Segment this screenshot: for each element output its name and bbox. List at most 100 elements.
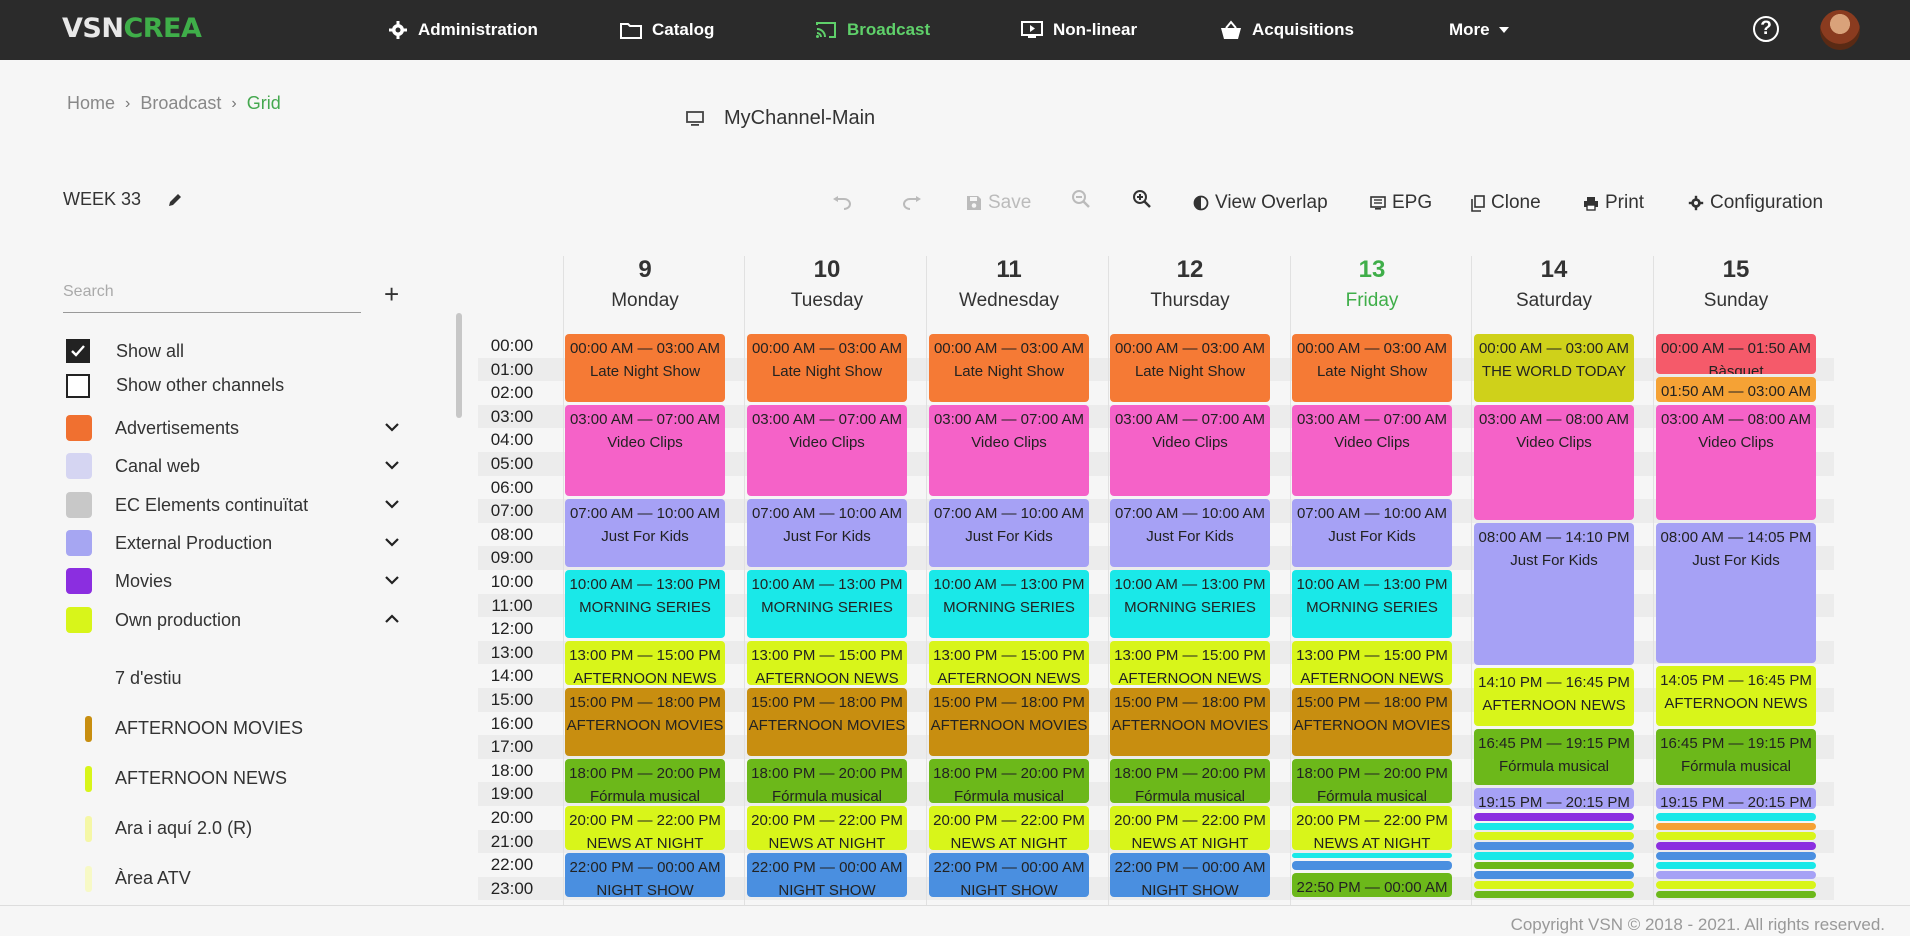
epg-button[interactable]: EPG xyxy=(1370,191,1432,215)
schedule-event[interactable]: 20:00 PM — 22:00 PM NEWS AT NIGHT xyxy=(1292,806,1452,851)
schedule-event[interactable]: 03:00 AM — 07:00 AM Video Clips xyxy=(1292,404,1452,497)
schedule-event[interactable]: 22:50 PM — 00:00 AM xyxy=(1292,872,1452,898)
program-item[interactable]: Ara i aquí 2.0 (R) xyxy=(115,818,253,838)
schedule-event[interactable]: 22:00 PM — 00:00 AM NIGHT SHOW xyxy=(929,853,1089,898)
schedule-event[interactable] xyxy=(1656,822,1816,831)
schedule-event[interactable] xyxy=(1474,851,1634,860)
schedule-event[interactable] xyxy=(1474,890,1634,899)
chevron-down-icon[interactable] xyxy=(384,458,400,476)
schedule-event[interactable]: 16:45 PM — 19:15 PM Fórmula musical xyxy=(1474,729,1634,786)
schedule-event[interactable]: 15:00 PM — 18:00 PM AFTERNOON MOVIES xyxy=(747,688,907,756)
schedule-event[interactable] xyxy=(1656,842,1816,850)
schedule-event[interactable]: 03:00 AM — 08:00 AM Video Clips xyxy=(1474,404,1634,520)
show-other-channels-checkbox[interactable] xyxy=(66,374,90,398)
schedule-event[interactable]: 20:00 PM — 22:00 PM NEWS AT NIGHT xyxy=(747,806,907,851)
schedule-event[interactable] xyxy=(1474,842,1634,850)
schedule-event[interactable]: 10:00 AM — 13:00 PM MORNING SERIES xyxy=(1292,570,1452,638)
schedule-event[interactable]: 00:00 AM — 03:00 AM THE WORLD TODAY xyxy=(1474,334,1634,402)
schedule-event[interactable] xyxy=(1474,832,1634,841)
schedule-event[interactable]: 00:00 AM — 03:00 AM Late Night Show xyxy=(1292,334,1452,402)
schedule-event[interactable] xyxy=(1474,822,1634,831)
nav-broadcast[interactable]: Broadcast xyxy=(815,0,930,60)
schedule-event[interactable]: 18:00 PM — 20:00 PM Fórmula musical xyxy=(929,758,1089,803)
schedule-event[interactable]: 18:00 PM — 20:00 PM Fórmula musical xyxy=(1292,758,1452,803)
nav-catalog[interactable]: Catalog xyxy=(620,0,714,60)
search-input[interactable]: Search xyxy=(63,280,361,313)
schedule-event[interactable]: 15:00 PM — 18:00 PM AFTERNOON MOVIES xyxy=(565,688,725,756)
nav-non-linear[interactable]: Non-linear xyxy=(1021,0,1137,60)
schedule-event[interactable]: 01:50 AM — 03:00 AM xyxy=(1656,377,1816,402)
schedule-event[interactable]: 18:00 PM — 20:00 PM Fórmula musical xyxy=(565,758,725,803)
view-overlap-button[interactable]: View Overlap xyxy=(1193,191,1328,215)
redo-button[interactable] xyxy=(902,191,928,215)
breadcrumb-broadcast[interactable]: Broadcast xyxy=(140,93,222,113)
schedule-event[interactable] xyxy=(1656,813,1816,821)
program-item[interactable]: AFTERNOON NEWS xyxy=(115,768,288,788)
nav-more[interactable]: More xyxy=(1449,0,1510,60)
schedule-event[interactable]: 07:00 AM — 10:00 AM Just For Kids xyxy=(1110,499,1270,567)
schedule-event[interactable]: 15:00 PM — 18:00 PM AFTERNOON MOVIES xyxy=(1110,688,1270,756)
category-label[interactable]: Own production xyxy=(115,610,242,630)
schedule-event[interactable] xyxy=(1656,890,1816,899)
pencil-icon[interactable] xyxy=(167,192,183,208)
schedule-event[interactable] xyxy=(1656,880,1816,889)
schedule-event[interactable]: 13:00 PM — 15:00 PM AFTERNOON NEWS xyxy=(747,640,907,685)
avatar[interactable] xyxy=(1820,10,1860,50)
schedule-event[interactable]: 03:00 AM — 07:00 AM Video Clips xyxy=(565,404,725,497)
schedule-event[interactable]: 00:00 AM — 01:50 AM Bàsquet xyxy=(1656,334,1816,375)
schedule-event[interactable]: 19:15 PM — 20:15 PM xyxy=(1474,788,1634,809)
schedule-event[interactable]: 10:00 AM — 13:00 PM MORNING SERIES xyxy=(929,570,1089,638)
show-all-checkbox[interactable] xyxy=(66,339,90,363)
schedule-event[interactable]: 03:00 AM — 07:00 AM Video Clips xyxy=(747,404,907,497)
chevron-down-icon[interactable] xyxy=(384,573,400,591)
schedule-event[interactable]: 03:00 AM — 07:00 AM Video Clips xyxy=(1110,404,1270,497)
schedule-event[interactable] xyxy=(1474,880,1634,889)
schedule-event[interactable]: 08:00 AM — 14:05 PM Just For Kids xyxy=(1656,522,1816,664)
category-label[interactable]: Advertisements xyxy=(115,418,240,438)
schedule-event[interactable]: 00:00 AM — 03:00 AM Late Night Show xyxy=(1110,334,1270,402)
schedule-event[interactable]: 13:00 PM — 15:00 PM AFTERNOON NEWS xyxy=(1110,640,1270,685)
vsncrea-logo[interactable]: VSNCREA xyxy=(62,13,202,44)
schedule-event[interactable]: 15:00 PM — 18:00 PM AFTERNOON MOVIES xyxy=(929,688,1089,756)
schedule-event[interactable] xyxy=(1656,832,1816,841)
schedule-event[interactable] xyxy=(1656,871,1816,879)
schedule-event[interactable]: 13:00 PM — 15:00 PM AFTERNOON NEWS xyxy=(565,640,725,685)
schedule-event[interactable]: 10:00 AM — 13:00 PM MORNING SERIES xyxy=(747,570,907,638)
schedule-event[interactable]: 18:00 PM — 20:00 PM Fórmula musical xyxy=(747,758,907,803)
schedule-event[interactable]: 07:00 AM — 10:00 AM Just For Kids xyxy=(565,499,725,567)
category-label[interactable]: EC Elements continuïtat xyxy=(115,495,309,515)
schedule-event[interactable]: 07:00 AM — 10:00 AM Just For Kids xyxy=(1292,499,1452,567)
schedule-event[interactable]: 18:00 PM — 20:00 PM Fórmula musical xyxy=(1110,758,1270,803)
schedule-event[interactable]: 20:00 PM — 22:00 PM NEWS AT NIGHT xyxy=(1110,806,1270,851)
schedule-event[interactable]: 22:00 PM — 00:00 AM NIGHT SHOW xyxy=(565,853,725,898)
schedule-event[interactable]: 13:00 PM — 15:00 PM AFTERNOON NEWS xyxy=(1292,640,1452,685)
category-label[interactable]: Canal web xyxy=(115,456,201,476)
program-item[interactable]: Àrea ATV xyxy=(115,868,191,888)
schedule-event[interactable]: 14:10 PM — 16:45 PM AFTERNOON NEWS xyxy=(1474,668,1634,727)
schedule-event[interactable] xyxy=(1292,853,1452,858)
category-label[interactable]: Movies xyxy=(115,571,173,591)
zoom-in-button[interactable] xyxy=(1132,187,1158,211)
schedule-event[interactable]: 00:00 AM — 03:00 AM Late Night Show xyxy=(747,334,907,402)
schedule-event[interactable]: 15:00 PM — 18:00 PM AFTERNOON MOVIES xyxy=(1292,688,1452,756)
schedule-event[interactable]: 20:00 PM — 22:00 PM NEWS AT NIGHT xyxy=(565,806,725,851)
chevron-down-icon[interactable] xyxy=(384,535,400,553)
schedule-event[interactable]: 16:45 PM — 19:15 PM Fórmula musical xyxy=(1656,729,1816,786)
schedule-event[interactable]: 22:00 PM — 00:00 AM NIGHT SHOW xyxy=(1110,853,1270,898)
schedule-event[interactable]: 10:00 AM — 13:00 PM MORNING SERIES xyxy=(565,570,725,638)
program-item[interactable]: AFTERNOON MOVIES xyxy=(115,718,304,738)
schedule-event[interactable] xyxy=(1656,861,1816,870)
clone-button[interactable]: Clone xyxy=(1471,191,1541,215)
schedule-event[interactable]: 00:00 AM — 03:00 AM Late Night Show xyxy=(929,334,1089,402)
help-button[interactable]: ? xyxy=(1753,16,1779,42)
add-icon[interactable]: + xyxy=(384,279,400,309)
schedule-event[interactable]: 07:00 AM — 10:00 AM Just For Kids xyxy=(929,499,1089,567)
configuration-button[interactable]: Configuration xyxy=(1688,191,1823,215)
nav-administration[interactable]: Administration xyxy=(388,0,538,60)
nav-acquisitions[interactable]: Acquisitions xyxy=(1220,0,1354,60)
schedule-event[interactable] xyxy=(1474,871,1634,879)
save-button[interactable]: Save xyxy=(966,191,1031,215)
schedule-event[interactable]: 20:00 PM — 22:00 PM NEWS AT NIGHT xyxy=(929,806,1089,851)
schedule-event[interactable]: 07:00 AM — 10:00 AM Just For Kids xyxy=(747,499,907,567)
program-item[interactable]: 7 d'estiu xyxy=(115,668,182,688)
